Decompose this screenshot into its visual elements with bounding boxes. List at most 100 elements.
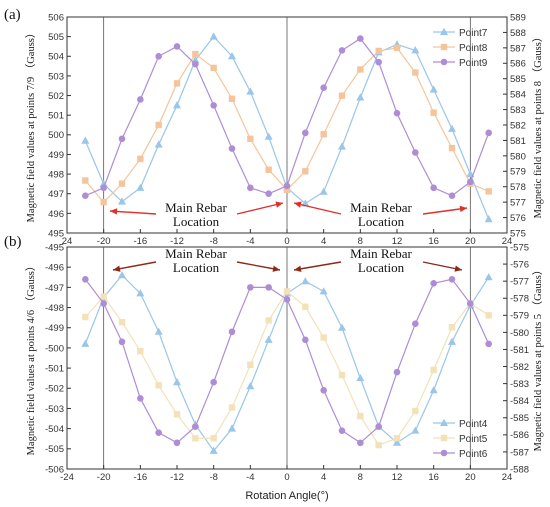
y2-tick-label: -587 xyxy=(510,447,529,458)
data-point-point9 xyxy=(338,47,346,54)
data-point-point7 xyxy=(154,140,163,148)
data-point-point5 xyxy=(320,334,327,341)
data-point-point9 xyxy=(393,109,401,117)
data-point-point7 xyxy=(448,124,456,132)
y-tick-label: 505 xyxy=(48,32,64,43)
y2-tick-label: -581 xyxy=(510,345,529,356)
data-point-point7 xyxy=(118,197,126,205)
data-point-point9 xyxy=(173,43,181,50)
data-point-point4 xyxy=(301,277,310,285)
data-point-point5 xyxy=(485,312,492,319)
legend-marker xyxy=(440,58,448,66)
y-tick-label: -500 xyxy=(45,343,64,354)
y2-tick-label: 581 xyxy=(510,136,526,147)
data-point-point4 xyxy=(264,335,273,343)
data-point-point5 xyxy=(430,366,437,374)
legend-label: Point5 xyxy=(459,434,488,445)
data-point-point6 xyxy=(173,439,181,447)
annotation-arrowhead xyxy=(294,265,302,272)
y-tick-label: -501 xyxy=(45,363,64,374)
data-point-point9 xyxy=(357,35,364,42)
y-tick-label: 504 xyxy=(48,52,64,63)
data-point-point6 xyxy=(448,275,456,283)
data-point-point5 xyxy=(100,293,107,300)
data-point-point7 xyxy=(173,101,181,109)
annotation-arrow xyxy=(293,261,342,271)
legend-label: Point7 xyxy=(459,28,488,39)
x-tick-label: 24 xyxy=(502,236,513,247)
legend-marker xyxy=(440,27,448,35)
data-point-point8 xyxy=(338,92,346,99)
y-tick-label: -499 xyxy=(45,323,64,334)
data-point-point9 xyxy=(448,192,456,199)
y-tick-label: 502 xyxy=(48,91,64,102)
y2-tick-label: -584 xyxy=(510,396,529,407)
panel-label: (b) xyxy=(4,234,22,250)
data-point-point9 xyxy=(302,129,309,137)
legend-label: Point8 xyxy=(459,43,488,54)
x-tick-label: -8 xyxy=(209,236,217,247)
data-point-point9 xyxy=(485,129,492,137)
data-point-point5 xyxy=(265,317,272,324)
data-point-point9 xyxy=(118,135,126,143)
data-point-point9 xyxy=(100,184,107,192)
data-point-point4 xyxy=(429,386,438,394)
data-point-point6 xyxy=(247,284,254,291)
data-point-point6 xyxy=(320,386,327,394)
annotation-arrow xyxy=(109,210,157,215)
data-point-point7 xyxy=(81,136,90,144)
y2-tick-label: 588 xyxy=(510,28,526,39)
data-point-point7 xyxy=(209,32,218,40)
main-rebar-annotation: Main Rebar xyxy=(350,246,412,261)
y2-axis-title: Magnetic field values at points 8 （Gauss… xyxy=(532,32,544,219)
data-point-point8 xyxy=(393,44,401,52)
data-point-point9 xyxy=(430,184,437,192)
data-point-point8 xyxy=(485,188,492,195)
y-tick-label: -502 xyxy=(45,384,64,395)
annotation-arrow xyxy=(236,261,281,271)
y2-tick-label: 583 xyxy=(510,105,526,116)
data-point-point4 xyxy=(356,373,365,382)
x-tick-label: 12 xyxy=(392,236,403,247)
main-rebar-annotation: Location xyxy=(358,260,405,275)
data-point-point6 xyxy=(283,296,291,303)
data-point-point5 xyxy=(210,435,217,442)
y2-tick-label: 587 xyxy=(510,43,526,54)
y2-tick-label: 579 xyxy=(510,167,526,178)
y-tick-label: 506 xyxy=(48,12,64,23)
y-axis-title: Magnetic field values at points 7/9 （Gau… xyxy=(25,28,37,223)
data-point-point5 xyxy=(338,371,346,379)
data-point-point5 xyxy=(393,435,401,442)
data-point-point8 xyxy=(173,80,181,87)
x-axis-title: Rotation Angle(°) xyxy=(245,490,328,502)
data-point-point8 xyxy=(283,186,291,193)
x-tick-label: 4 xyxy=(321,472,326,483)
data-point-point5 xyxy=(247,361,254,369)
data-point-point5 xyxy=(448,324,456,331)
data-point-point7 xyxy=(338,142,346,150)
y-tick-label: 497 xyxy=(48,189,64,200)
data-point-point9 xyxy=(228,145,236,152)
data-point-point9 xyxy=(137,96,144,103)
data-point-point8 xyxy=(412,69,419,76)
data-point-point4 xyxy=(154,327,163,335)
annotation-arrowhead xyxy=(275,201,283,208)
data-point-point5 xyxy=(228,404,236,411)
data-point-point9 xyxy=(265,190,272,198)
data-point-point8 xyxy=(265,166,272,173)
y2-tick-label: -575 xyxy=(510,242,529,253)
x-tick-label: 8 xyxy=(358,236,363,247)
x-tick-label: -24 xyxy=(60,472,74,483)
data-point-point4 xyxy=(393,438,401,446)
legend-marker xyxy=(440,418,448,426)
data-point-point8 xyxy=(155,121,162,129)
data-point-point6 xyxy=(485,340,492,348)
y2-tick-label: 575 xyxy=(510,228,526,239)
y-tick-label: 501 xyxy=(48,111,64,122)
y2-tick-label: -579 xyxy=(510,311,529,322)
annotation-arrow xyxy=(236,202,284,215)
data-point-point4 xyxy=(484,273,493,281)
y2-axis-title: Magnetic field values at points 5 （Gauss… xyxy=(532,265,544,452)
legend-marker xyxy=(440,43,448,51)
data-point-point9 xyxy=(247,184,254,192)
